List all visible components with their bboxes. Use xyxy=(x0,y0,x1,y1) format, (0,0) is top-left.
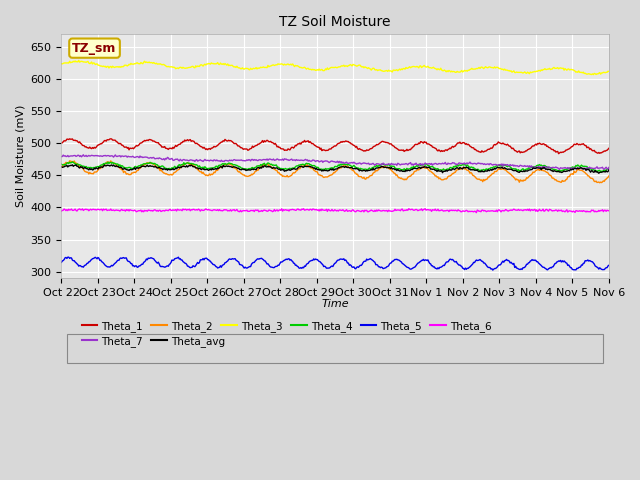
Theta_1 xyxy=(306,139,314,144)
Theta_avg xyxy=(424,165,432,170)
Theta_avg xyxy=(199,166,207,172)
Theta_6 xyxy=(472,210,480,216)
Theta_1 xyxy=(555,151,563,156)
Line: Theta_avg: Theta_avg xyxy=(61,165,609,173)
Theta_6 xyxy=(470,208,478,214)
Theta_2 xyxy=(199,169,207,175)
Line: Theta_1: Theta_1 xyxy=(61,139,609,154)
Text: TZ_sm: TZ_sm xyxy=(72,42,116,55)
Theta_4 xyxy=(470,167,478,172)
Theta_2 xyxy=(66,158,74,164)
Theta_5 xyxy=(424,257,432,263)
Theta_3 xyxy=(306,66,314,72)
Theta_5 xyxy=(605,263,612,268)
Theta_5 xyxy=(381,265,388,271)
Theta_7 xyxy=(79,152,87,157)
Theta_3 xyxy=(58,61,65,67)
Theta_avg xyxy=(605,167,612,173)
Theta_5 xyxy=(64,254,72,260)
Theta_4 xyxy=(381,162,388,168)
Theta_2 xyxy=(596,180,604,186)
Theta_1 xyxy=(381,139,388,145)
Theta_5 xyxy=(58,260,65,265)
Line: Theta_7: Theta_7 xyxy=(61,155,609,169)
Theta_6 xyxy=(605,208,612,214)
Theta_2 xyxy=(156,165,163,171)
Theta_6 xyxy=(154,208,162,214)
Theta_2 xyxy=(605,173,612,179)
Theta_2 xyxy=(470,173,478,179)
Theta_7 xyxy=(556,167,563,172)
Legend: Theta_7, Theta_avg: Theta_7, Theta_avg xyxy=(77,332,230,351)
Theta_4 xyxy=(156,164,163,169)
Theta_avg xyxy=(470,168,478,173)
Theta_3 xyxy=(605,69,612,74)
Theta_3 xyxy=(199,63,207,69)
Theta_7 xyxy=(156,155,163,161)
Theta_6 xyxy=(424,207,432,213)
Line: Theta_3: Theta_3 xyxy=(61,60,609,74)
Theta_avg xyxy=(156,165,163,170)
Theta_4 xyxy=(58,161,65,167)
Theta_3 xyxy=(156,61,163,67)
Y-axis label: Soil Moisture (mV): Soil Moisture (mV) xyxy=(15,105,25,207)
Theta_1 xyxy=(424,141,432,147)
Theta_3 xyxy=(589,72,597,77)
Theta_avg xyxy=(58,164,65,170)
Theta_3 xyxy=(424,63,432,69)
Theta_1 xyxy=(605,145,612,151)
Theta_6 xyxy=(306,206,314,212)
Theta_1 xyxy=(156,141,163,147)
Theta_5 xyxy=(199,256,207,262)
Theta_1 xyxy=(199,145,207,151)
Theta_4 xyxy=(199,164,207,170)
Theta_6 xyxy=(300,206,307,212)
Theta_1 xyxy=(58,140,65,146)
Theta_avg xyxy=(306,164,314,169)
Theta_1 xyxy=(66,136,74,142)
Theta_5 xyxy=(156,261,163,267)
Theta_2 xyxy=(424,166,432,172)
Theta_7 xyxy=(58,154,65,159)
Theta_5 xyxy=(470,260,478,265)
Theta_4 xyxy=(605,166,612,171)
Theta_avg xyxy=(381,164,388,170)
Theta_3 xyxy=(75,58,83,63)
Theta_4 xyxy=(68,159,76,165)
Theta_7 xyxy=(470,160,478,166)
Bar xyxy=(67,334,604,363)
Theta_7 xyxy=(306,158,314,164)
Theta_4 xyxy=(424,163,432,168)
Theta_5 xyxy=(306,258,314,264)
Theta_7 xyxy=(199,158,207,164)
Line: Theta_5: Theta_5 xyxy=(61,257,609,270)
Theta_7 xyxy=(381,162,388,168)
Theta_4 xyxy=(306,162,314,168)
Theta_6 xyxy=(198,207,206,213)
Line: Theta_2: Theta_2 xyxy=(61,161,609,183)
Theta_3 xyxy=(470,66,478,72)
Theta_2 xyxy=(58,164,65,169)
Theta_7 xyxy=(605,165,612,170)
Line: Theta_6: Theta_6 xyxy=(61,209,609,213)
Theta_5 xyxy=(489,267,497,273)
Theta_2 xyxy=(381,164,388,170)
Theta_6 xyxy=(381,208,388,214)
Title: TZ Soil Moisture: TZ Soil Moisture xyxy=(280,15,391,29)
X-axis label: Time: Time xyxy=(321,299,349,309)
Theta_6 xyxy=(58,208,65,214)
Theta_4 xyxy=(597,169,605,175)
Theta_avg xyxy=(72,162,80,168)
Theta_7 xyxy=(424,161,432,167)
Theta_3 xyxy=(381,68,388,74)
Theta_avg xyxy=(595,170,603,176)
Theta_1 xyxy=(470,146,478,152)
Line: Theta_4: Theta_4 xyxy=(61,162,609,172)
Theta_2 xyxy=(306,165,314,170)
